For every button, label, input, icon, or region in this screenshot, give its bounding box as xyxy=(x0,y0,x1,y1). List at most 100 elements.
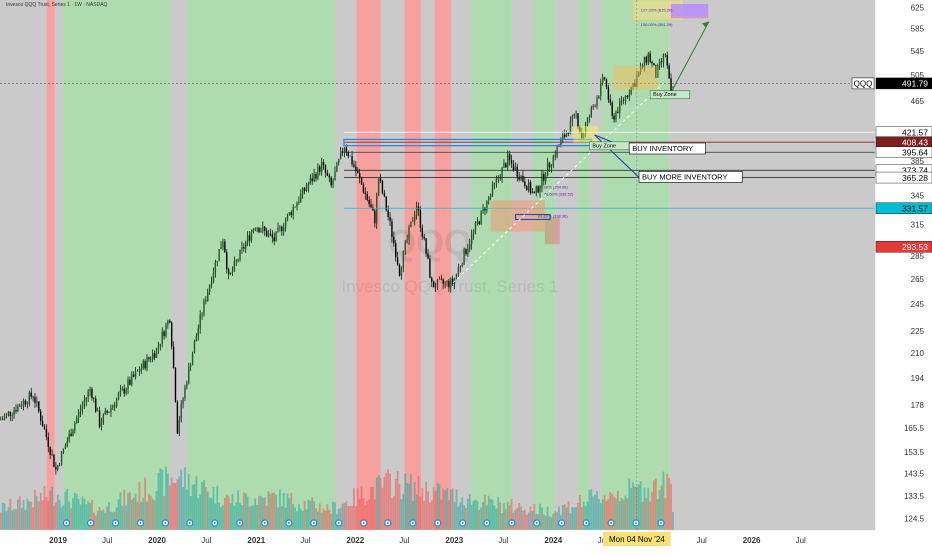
volume-bar xyxy=(637,484,640,530)
volume-bar xyxy=(664,498,667,530)
regime-band-neutral xyxy=(554,0,578,530)
volume-bar xyxy=(15,509,17,530)
volume-bar xyxy=(22,499,25,530)
volume-bar xyxy=(413,482,416,530)
volume-bar xyxy=(246,496,249,530)
volume-bar xyxy=(195,476,198,530)
volume-bar xyxy=(639,481,642,530)
volume-bar xyxy=(260,495,262,530)
projection-arrow-head xyxy=(702,21,710,28)
volume-bar xyxy=(533,503,536,530)
volume-bar xyxy=(258,496,260,530)
y-tick-label: 625 xyxy=(911,4,925,13)
volume-bar xyxy=(345,501,348,530)
price-marker-label: 293.53 xyxy=(902,242,928,252)
price-marker-label: 331.57 xyxy=(902,203,928,213)
volume-bar xyxy=(151,498,154,530)
volume-bar xyxy=(138,482,141,530)
price-marker-label: 395.64 xyxy=(902,147,928,157)
volume-bar xyxy=(482,502,484,530)
y-tick-label: 210 xyxy=(911,349,925,358)
volume-bar xyxy=(668,477,671,530)
earnings-event-icon-dot xyxy=(510,522,513,524)
volume-bar xyxy=(618,501,621,530)
volume-bar xyxy=(210,498,213,530)
volume-bar xyxy=(0,512,2,530)
volume-bar xyxy=(17,499,19,530)
volume-bar xyxy=(39,492,42,530)
x-tick-label: 2024 xyxy=(544,536,562,545)
volume-bar xyxy=(527,512,530,530)
volume-bar xyxy=(379,478,382,530)
price-marker xyxy=(875,202,932,214)
volume-bar xyxy=(375,477,378,530)
volume-bar xyxy=(318,503,321,530)
volume-bar xyxy=(223,497,226,530)
annotation-box xyxy=(649,90,691,100)
y-tick-label: 194 xyxy=(911,374,925,383)
trendline xyxy=(452,82,664,284)
volume-bar xyxy=(590,489,593,530)
volume-bar xyxy=(417,475,420,530)
volume-bar xyxy=(161,469,164,530)
volume-bar xyxy=(297,504,300,530)
earnings-event-icon-dot xyxy=(362,522,365,524)
volume-bar xyxy=(578,495,581,530)
y-tick-label: 285 xyxy=(911,252,925,261)
volume-bar xyxy=(558,506,560,530)
volume-bar xyxy=(451,488,454,530)
fib-zone-box xyxy=(573,125,599,143)
target-zone-box xyxy=(671,3,709,17)
x-tick-label: 2019 xyxy=(49,536,67,545)
volume-bar xyxy=(242,492,245,530)
volume-bar xyxy=(263,497,266,530)
volume-bar xyxy=(347,505,350,530)
volume-bar xyxy=(368,499,371,530)
volume-bar xyxy=(68,501,71,530)
earnings-event-icon-dot xyxy=(436,522,439,524)
regime-band-neutral xyxy=(511,0,534,530)
volume-bar xyxy=(299,509,302,530)
volume-bar xyxy=(35,496,38,530)
volume-bar xyxy=(277,507,279,530)
volume-bar xyxy=(166,473,169,530)
y-tick-label: 385 xyxy=(911,157,925,166)
volume-bar xyxy=(288,497,291,530)
volume-bar xyxy=(654,478,657,530)
fib-level-label: 78.60% (338.52) xyxy=(544,192,574,197)
volume-bar xyxy=(294,507,297,530)
volume-bar xyxy=(565,507,568,530)
earnings-event-icon-dot xyxy=(188,522,191,524)
volume-bar xyxy=(222,505,224,530)
y-tick-label: 143.5 xyxy=(904,469,925,478)
volume-bar xyxy=(362,498,365,530)
y-tick-label: 124.5 xyxy=(904,514,925,523)
y-tick-label: 225 xyxy=(911,327,925,336)
volume-bar xyxy=(406,483,409,530)
volume-bar xyxy=(554,510,557,530)
volume-bar xyxy=(354,505,357,530)
volume-bar xyxy=(516,508,519,530)
volume-bar xyxy=(404,473,407,530)
volume-bar xyxy=(410,474,412,530)
volume-bar xyxy=(140,502,143,530)
volume-bar xyxy=(72,498,74,530)
volume-bar xyxy=(607,498,610,530)
volume-bar xyxy=(54,502,57,530)
volume-bar xyxy=(301,510,304,530)
volume-bar xyxy=(620,497,623,530)
volume-bar xyxy=(541,507,543,530)
volume-bar xyxy=(444,490,446,530)
volume-bar xyxy=(552,513,555,530)
volume-bar xyxy=(472,500,475,530)
volume-bar xyxy=(62,505,65,530)
volume-bar xyxy=(296,511,298,530)
volume-bar xyxy=(216,485,219,530)
volume-bar xyxy=(658,490,661,530)
volume-bar xyxy=(381,487,384,530)
crosshair-date-label: Mon 04 Nov '24 xyxy=(609,535,665,544)
y-tick-label: 345 xyxy=(911,192,925,201)
volume-bar xyxy=(588,490,591,530)
volume-bar xyxy=(476,500,479,530)
